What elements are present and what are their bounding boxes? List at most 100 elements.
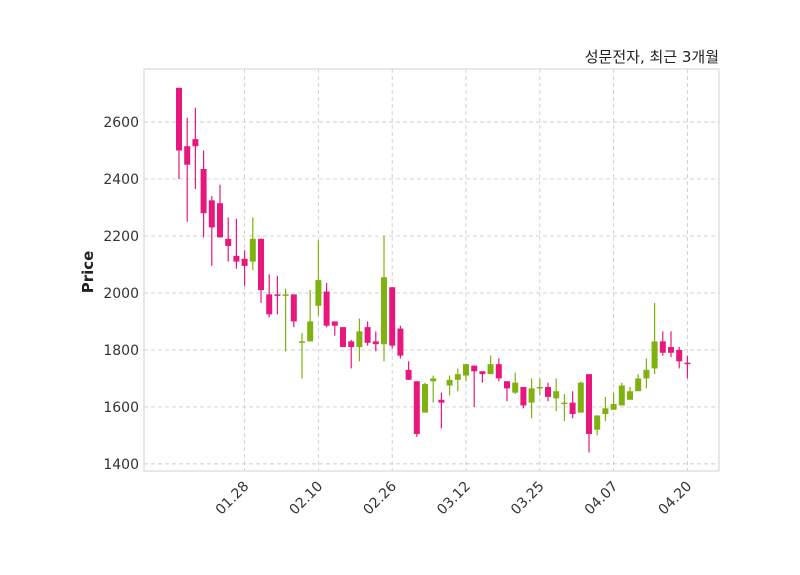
candle-body [569, 402, 576, 415]
candle-up [635, 374, 642, 392]
x-tick-label: 02.26 [360, 478, 400, 518]
candle-body [356, 331, 363, 348]
candle-up [594, 415, 601, 436]
candle-body [684, 362, 691, 365]
candle-body [241, 258, 248, 266]
candle-down [274, 275, 281, 315]
y-tick-label: 1400 [103, 457, 139, 473]
candle-body [536, 386, 543, 389]
candle-down [348, 339, 355, 369]
y-tick-label: 1600 [103, 400, 139, 416]
candle-body [176, 87, 182, 151]
candle-body [331, 321, 338, 326]
candle-up [282, 288, 289, 352]
candle-body [651, 341, 658, 369]
candle-body [249, 238, 256, 262]
x-tick-label: 03.25 [508, 479, 548, 519]
candle-down [545, 382, 551, 402]
candle-body [454, 374, 461, 380]
candle-body [364, 327, 371, 343]
candle-up [249, 217, 256, 271]
grid-lines [144, 69, 719, 471]
candle-down [225, 217, 232, 262]
candle-body [290, 294, 297, 322]
candle-body [397, 328, 404, 356]
candle-up [422, 382, 428, 413]
candle-down [504, 381, 510, 402]
candle-up [651, 302, 658, 375]
candle-body [422, 384, 428, 413]
x-tick-label: 01.28 [213, 479, 253, 519]
candle-down [233, 218, 240, 269]
candle-body [577, 382, 584, 413]
candle-body [643, 369, 650, 379]
candle-body [659, 341, 666, 353]
candle-body [233, 255, 240, 262]
candle-body [553, 391, 560, 399]
candle-down [192, 107, 199, 189]
candle-down [266, 274, 273, 318]
candle-down [176, 87, 182, 179]
candle-up [487, 355, 494, 375]
candle-body [602, 408, 609, 415]
candle-body [413, 381, 420, 434]
candle-body [340, 327, 346, 348]
candle-down [331, 321, 338, 336]
candle-up [356, 318, 363, 362]
candle-body [307, 321, 314, 342]
candle-down [200, 150, 207, 238]
candle-up [553, 378, 560, 412]
candle-body [381, 277, 387, 345]
candle-body [561, 402, 568, 405]
axes: 1400 1600 1800 2000 2200 2400 2600 01.28 02.10 02… [103, 115, 695, 518]
candle-body [200, 169, 207, 214]
candle-body [323, 291, 330, 326]
candle-body [315, 280, 322, 306]
candle-body [208, 200, 215, 228]
candle-up [618, 382, 625, 406]
candle-up [577, 381, 584, 413]
candle-down [659, 331, 666, 356]
plot-frame [143, 68, 720, 472]
candle-down [397, 325, 404, 359]
candle-down [290, 294, 297, 328]
candle-down [372, 331, 379, 352]
candle-body [479, 371, 486, 375]
candle-down [520, 386, 527, 409]
candle-down [405, 361, 412, 380]
candle-body [520, 386, 527, 406]
candle-body [463, 364, 469, 376]
candle-up [536, 378, 543, 396]
candle-up [299, 332, 305, 379]
candle-down [495, 358, 502, 382]
chart-title: 성문전자, 최근 3개월 [585, 48, 719, 66]
candle-body [635, 378, 642, 392]
candle-body [446, 379, 453, 386]
candle-body [676, 349, 683, 362]
candle-body [217, 203, 223, 238]
candle-down [258, 238, 264, 303]
candle-body [668, 347, 674, 353]
y-tick-label: 2000 [103, 286, 139, 302]
candle-down [471, 365, 478, 407]
candle-body [545, 386, 551, 397]
y-tick-label: 1800 [103, 343, 139, 359]
candle-up [454, 368, 461, 392]
candle-body [618, 385, 625, 406]
x-tick-label: 04.20 [656, 479, 696, 519]
candle-down [569, 391, 576, 419]
candle-down [184, 117, 191, 222]
candle-body [184, 146, 191, 165]
candle-body [192, 139, 199, 147]
candle-up [627, 386, 633, 400]
candle-body [389, 287, 396, 346]
candle-body [528, 388, 535, 403]
candle-body [258, 238, 264, 291]
candle-body [225, 238, 232, 246]
candle-body [627, 391, 633, 400]
candle-body [430, 378, 437, 382]
candle-down [364, 321, 371, 346]
candle-up [315, 240, 322, 316]
candle-down [241, 250, 248, 286]
